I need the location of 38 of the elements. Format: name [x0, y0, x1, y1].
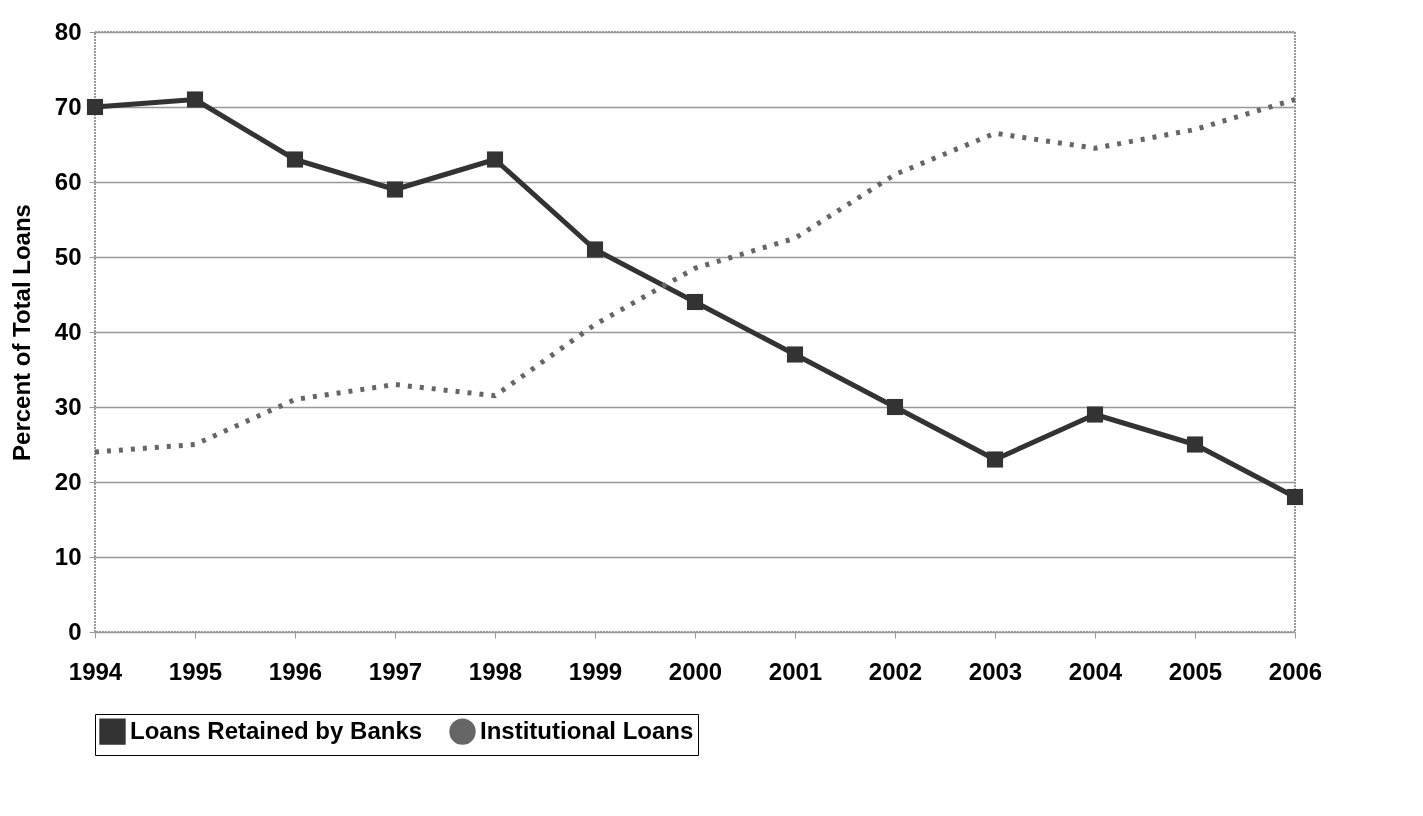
point [186, 91, 204, 108]
y-tick-label: 30 [54, 392, 82, 420]
y-axis-title: Percent of Total Loans [7, 204, 35, 461]
x-tick-label: 1999 [568, 657, 623, 685]
point [286, 151, 304, 168]
x-tick-label: 2004 [1068, 657, 1123, 685]
point [1086, 406, 1104, 423]
x-tick-label: 1996 [268, 657, 323, 685]
y-tick-label: 20 [54, 467, 82, 495]
y-tick-label: 0 [68, 617, 82, 645]
y-tick-label: 60 [54, 167, 82, 195]
x-tick-label: 1998 [468, 657, 523, 685]
x-tick-label: 2003 [968, 657, 1023, 685]
x-tick-label: 2006 [1268, 657, 1323, 685]
y-tick-label: 40 [54, 317, 82, 345]
y-tick-label: 70 [54, 92, 82, 120]
legend-label: Loans Retained by Banks [130, 716, 423, 744]
point [486, 151, 504, 168]
point [986, 451, 1004, 468]
y-tick-label: 10 [54, 542, 82, 570]
point [886, 398, 904, 416]
x-tick-label: 1994 [68, 657, 123, 685]
point [586, 241, 604, 258]
x-tick-label: 2002 [868, 657, 923, 685]
x-tick-label: 2001 [768, 657, 823, 685]
point [386, 181, 404, 198]
legend-label: Institutional Loans [480, 716, 694, 744]
y-tick-label: 50 [54, 242, 82, 270]
y-tick-label: 80 [54, 17, 82, 45]
point [1186, 436, 1204, 453]
point [686, 293, 704, 311]
x-tick-label: 2000 [668, 657, 723, 685]
point [786, 346, 804, 363]
x-tick-label: 1995 [168, 657, 223, 685]
point [1286, 488, 1304, 506]
point [86, 98, 104, 116]
x-tick-label: 1997 [368, 657, 423, 685]
x-tick-label: 2005 [1168, 657, 1223, 685]
